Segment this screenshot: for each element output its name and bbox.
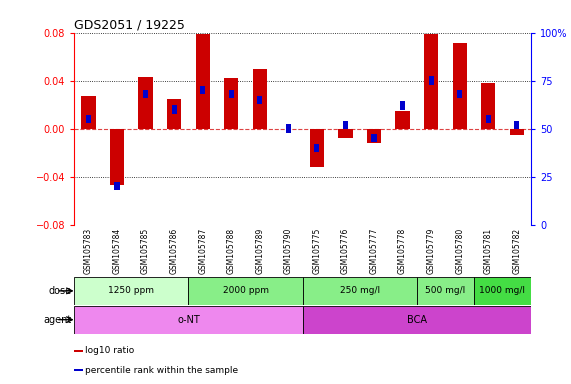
Bar [457,90,463,98]
Text: 1000 mg/l: 1000 mg/l [480,286,525,295]
Bar [424,34,439,129]
Text: GSM105781: GSM105781 [484,228,493,274]
Bar [195,34,210,129]
Text: 1250 ppm: 1250 ppm [108,286,154,295]
Bar [400,101,405,110]
Bar [114,182,120,190]
Bar [143,90,148,98]
Text: GSM105778: GSM105778 [398,228,407,274]
Text: agent: agent [43,314,71,325]
Bar [303,306,531,333]
Bar [257,96,263,104]
Bar [74,350,83,352]
Bar [200,86,205,94]
Text: GSM105784: GSM105784 [112,228,122,274]
Text: GSM105783: GSM105783 [84,228,93,274]
Text: GSM105779: GSM105779 [427,228,436,275]
Text: GSM105785: GSM105785 [141,228,150,274]
Text: GSM105790: GSM105790 [284,228,293,275]
Bar [509,129,524,135]
Text: GDS2051 / 19225: GDS2051 / 19225 [74,18,185,31]
Text: BCA: BCA [407,314,427,325]
Bar [224,78,239,129]
Text: 2000 ppm: 2000 ppm [223,286,268,295]
Bar [171,105,177,114]
Bar [481,83,495,129]
Bar [371,134,377,142]
Text: GSM105788: GSM105788 [227,228,236,274]
Bar [110,129,124,185]
Text: 250 mg/l: 250 mg/l [340,286,380,295]
Bar [514,121,519,129]
Bar [228,90,234,98]
Text: log10 ratio: log10 ratio [85,346,134,355]
Text: GSM105786: GSM105786 [170,228,179,274]
Text: GSM105789: GSM105789 [255,228,264,274]
Text: percentile rank within the sample: percentile rank within the sample [85,366,238,375]
Bar [188,277,303,305]
Text: GSM105782: GSM105782 [512,228,521,274]
Text: GSM105787: GSM105787 [198,228,207,274]
Bar [343,121,348,129]
Bar [74,306,303,333]
Bar [485,115,491,123]
Bar [395,111,409,129]
Bar [81,96,95,129]
Text: o-NT: o-NT [177,314,200,325]
Text: dose: dose [49,286,71,296]
Text: GSM105776: GSM105776 [341,228,350,275]
Bar [74,369,83,371]
Bar [309,129,324,167]
Bar [474,277,531,305]
Text: 500 mg/l: 500 mg/l [425,286,465,295]
Text: GSM105780: GSM105780 [455,228,464,274]
Bar [428,76,434,85]
Text: GSM105775: GSM105775 [312,228,321,275]
Bar [303,277,417,305]
Bar [338,129,352,138]
Bar [314,144,320,152]
Bar [367,129,381,143]
Bar [286,124,291,133]
Bar [167,99,182,129]
Text: GSM105777: GSM105777 [369,228,379,275]
Bar [86,115,91,123]
Bar [138,77,152,129]
Bar [417,277,474,305]
Bar [74,277,188,305]
Bar [252,69,267,129]
Bar [452,43,467,129]
